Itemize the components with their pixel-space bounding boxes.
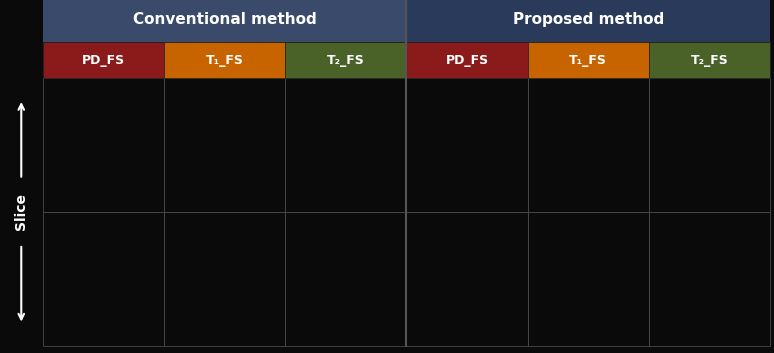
Text: T₂_FS: T₂_FS bbox=[327, 54, 365, 66]
Text: PD_FS: PD_FS bbox=[81, 54, 125, 66]
Text: Conventional method: Conventional method bbox=[132, 12, 317, 26]
Text: T₁_FS: T₁_FS bbox=[206, 54, 243, 66]
Text: T₁_FS: T₁_FS bbox=[570, 54, 607, 66]
Text: Proposed method: Proposed method bbox=[512, 12, 664, 26]
Text: T₂_FS: T₂_FS bbox=[690, 54, 728, 66]
Text: Slice: Slice bbox=[14, 193, 29, 230]
Text: PD_FS: PD_FS bbox=[445, 54, 488, 66]
